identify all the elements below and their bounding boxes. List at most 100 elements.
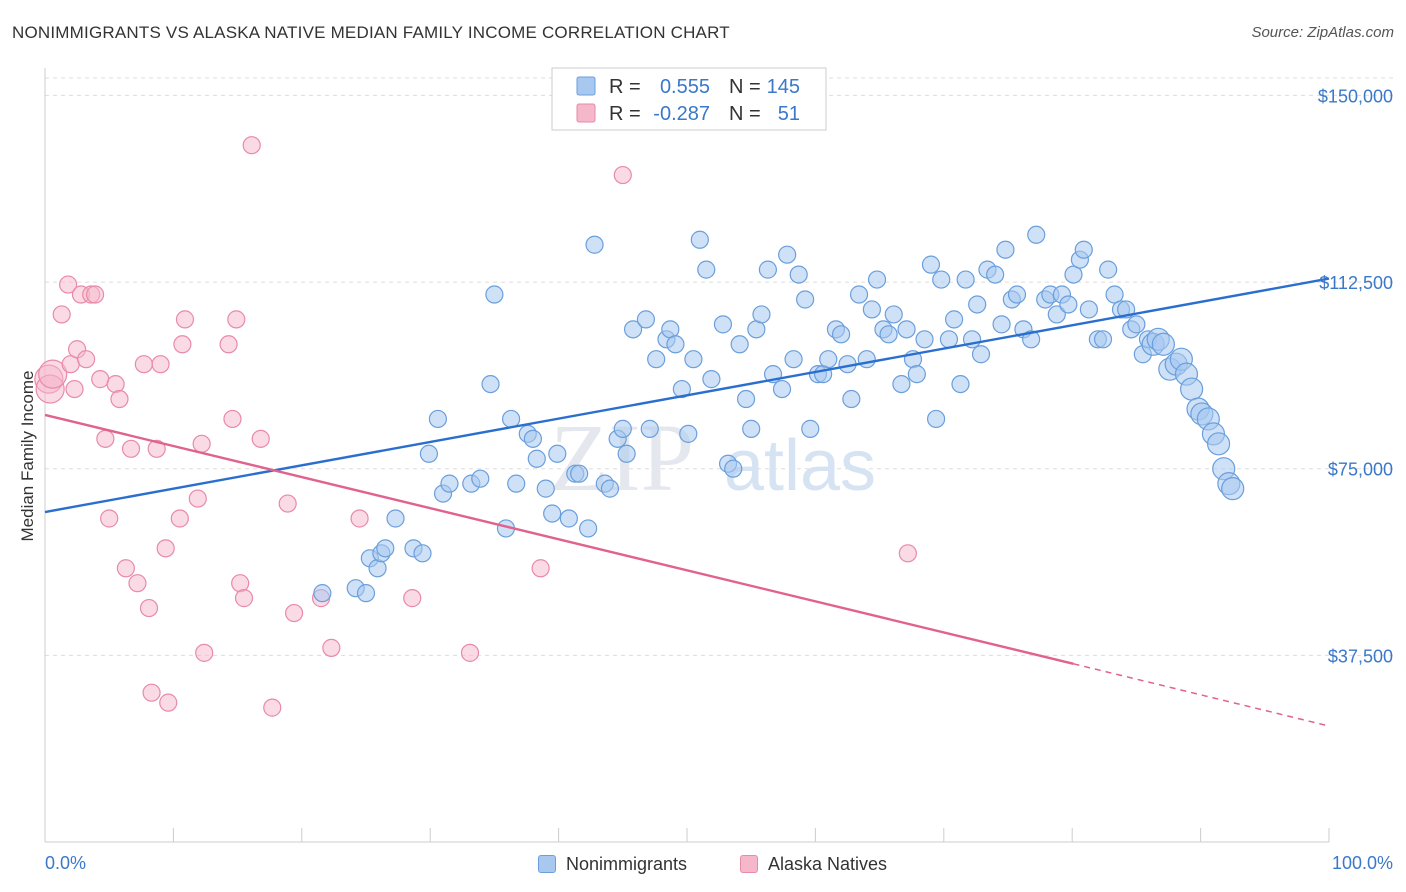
data-point-nonimmigrants bbox=[623, 320, 643, 339]
data-point-nonimmigrants bbox=[481, 374, 500, 394]
data-point-alaska-natives bbox=[121, 439, 141, 458]
data-point-nonimmigrants bbox=[579, 519, 598, 538]
data-point-nonimmigrants bbox=[971, 345, 991, 364]
data-point-nonimmigrants bbox=[428, 409, 448, 429]
data-point-alaska-natives bbox=[65, 379, 84, 399]
blue-swatch-icon bbox=[538, 855, 556, 873]
data-point-nonimmigrants bbox=[956, 270, 975, 289]
data-point-nonimmigrants bbox=[842, 389, 861, 409]
data-point-nonimmigrants bbox=[527, 449, 546, 468]
data-point-alaska-natives bbox=[142, 683, 161, 702]
data-point-nonimmigrants bbox=[819, 350, 838, 369]
data-point-nonimmigrants bbox=[996, 240, 1015, 259]
data-point-nonimmigrants bbox=[857, 350, 876, 369]
data-point-alaska-natives bbox=[106, 374, 125, 394]
data-point-nonimmigrants bbox=[1079, 300, 1098, 319]
data-point-nonimmigrants bbox=[440, 474, 459, 493]
legend-item-alaska-natives: Alaska Natives bbox=[740, 852, 887, 876]
data-point-nonimmigrants bbox=[1151, 332, 1175, 356]
data-point-alaska-natives bbox=[76, 350, 96, 369]
data-point-nonimmigrants bbox=[690, 230, 709, 249]
data-point-nonimmigrants bbox=[585, 235, 604, 254]
data-point-nonimmigrants bbox=[801, 419, 820, 438]
data-point-nonimmigrants bbox=[932, 270, 951, 289]
source-label: Source: ZipAtlas.com bbox=[1251, 24, 1394, 41]
data-point-alaska-natives bbox=[531, 559, 550, 578]
data-point-nonimmigrants bbox=[778, 245, 797, 264]
data-point-nonimmigrants bbox=[376, 539, 395, 558]
data-point-nonimmigrants bbox=[986, 265, 1005, 284]
data-point-nonimmigrants bbox=[679, 424, 698, 443]
data-point-alaska-natives bbox=[231, 574, 250, 593]
data-point-nonimmigrants bbox=[892, 374, 911, 394]
correlation-legend: R = 0.555 N = 145 R = -0.287 N = 51 bbox=[551, 67, 827, 131]
data-point-nonimmigrants bbox=[742, 419, 761, 438]
data-point-alaska-natives bbox=[322, 638, 341, 657]
data-point-nonimmigrants bbox=[640, 419, 659, 438]
data-point-alaska-natives bbox=[139, 598, 159, 618]
data-point-nonimmigrants bbox=[1127, 315, 1146, 334]
data-point-nonimmigrants bbox=[1027, 225, 1046, 244]
data-point-nonimmigrants bbox=[413, 544, 432, 563]
data-point-alaska-natives bbox=[59, 275, 78, 294]
data-point-nonimmigrants bbox=[758, 260, 777, 279]
legend-n-label: N = bbox=[729, 76, 761, 98]
data-point-nonimmigrants bbox=[684, 350, 703, 369]
data-point-nonimmigrants bbox=[849, 285, 869, 304]
data-point-nonimmigrants bbox=[724, 459, 743, 478]
data-point-alaska-natives bbox=[263, 698, 282, 717]
data-point-alaska-natives bbox=[284, 603, 304, 623]
watermark: ZIP atlas bbox=[550, 404, 876, 511]
data-point-nonimmigrants bbox=[613, 419, 632, 438]
data-point-alaska-natives bbox=[96, 429, 115, 448]
data-point-alaska-natives bbox=[227, 310, 246, 329]
data-point-alaska-natives bbox=[460, 643, 480, 662]
data-point-nonimmigrants bbox=[789, 265, 808, 284]
data-point-alaska-natives bbox=[613, 165, 632, 185]
data-point-nonimmigrants bbox=[419, 444, 439, 463]
data-point-nonimmigrants bbox=[600, 479, 620, 498]
tick-labels: $150,000 $112,500 $75,000 $37,500 0.0% 100.0% bbox=[45, 86, 1393, 873]
data-point-nonimmigrants bbox=[313, 584, 332, 603]
data-point-alaska-natives bbox=[242, 136, 261, 155]
legend-r-label: R = bbox=[609, 103, 641, 125]
data-point-nonimmigrants bbox=[884, 305, 903, 324]
data-point-nonimmigrants bbox=[543, 504, 562, 523]
data-point-nonimmigrants bbox=[368, 559, 387, 578]
data-point-nonimmigrants bbox=[862, 300, 881, 319]
data-point-nonimmigrants bbox=[697, 260, 716, 279]
data-point-nonimmigrants bbox=[907, 365, 926, 384]
data-point-nonimmigrants bbox=[944, 310, 964, 329]
data-point-alaska-natives bbox=[175, 310, 195, 329]
trend-line-nonimmigrants bbox=[44, 277, 1330, 514]
legend-swatch-icon bbox=[576, 103, 596, 123]
data-point-nonimmigrants bbox=[485, 285, 504, 304]
data-point-nonimmigrants bbox=[559, 509, 578, 528]
data-point-nonimmigrants bbox=[1059, 295, 1078, 314]
data-point-alaska-natives bbox=[173, 335, 192, 354]
legend-label-nonimmigrants: Nonimmigrants bbox=[566, 853, 688, 874]
data-point-alaska-natives bbox=[151, 355, 170, 374]
data-point-alaska-natives bbox=[195, 643, 214, 662]
data-point-alaska-natives bbox=[128, 574, 147, 593]
legend-box bbox=[551, 67, 827, 131]
data-point-alaska-natives bbox=[100, 509, 119, 528]
data-point-alaska-natives bbox=[192, 434, 211, 453]
data-point-alaska-natives bbox=[116, 559, 135, 578]
legend-item-nonimmigrants: Nonimmigrants bbox=[538, 852, 687, 876]
data-point-nonimmigrants bbox=[647, 350, 666, 369]
data-point-nonimmigrants bbox=[523, 429, 543, 448]
legend-r-value: -0.287 bbox=[653, 103, 710, 125]
legend-n-label: N = bbox=[729, 103, 761, 125]
data-point-alaska-natives bbox=[52, 305, 71, 324]
data-point-alaska-natives bbox=[134, 355, 153, 374]
legend-n-value: 51 bbox=[778, 103, 800, 125]
data-point-alaska-natives bbox=[110, 389, 129, 409]
data-point-nonimmigrants bbox=[939, 330, 959, 349]
data-point-nonimmigrants bbox=[536, 479, 555, 498]
data-point-nonimmigrants bbox=[736, 389, 756, 409]
legend-label-alaska-natives: Alaska Natives bbox=[768, 853, 888, 874]
legend-n-value: 145 bbox=[767, 76, 800, 98]
data-point-nonimmigrants bbox=[1221, 477, 1245, 501]
data-point-nonimmigrants bbox=[951, 374, 970, 394]
